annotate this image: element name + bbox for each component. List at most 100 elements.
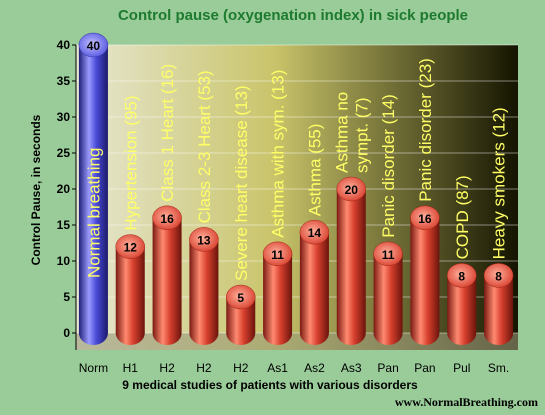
bar-value-label: 16	[418, 212, 432, 226]
bar: 5 Severe heart disease (13)	[226, 85, 256, 345]
y-tick-label: 40	[57, 38, 71, 52]
bar-top	[447, 263, 477, 288]
bar-base	[336, 321, 366, 345]
y-tick-label: 0	[63, 326, 70, 340]
bar-base	[152, 321, 182, 345]
bar-base	[299, 321, 329, 345]
bar-base	[78, 321, 108, 345]
y-tick-label: 10	[57, 254, 71, 268]
bar-category-label: Panic disorder (23)	[416, 58, 435, 202]
bar-top	[336, 176, 366, 202]
plot-floor	[76, 333, 518, 350]
bar-body	[263, 253, 293, 333]
bar-body	[115, 246, 145, 333]
bar-category-label: Panic disorder (14)	[379, 94, 398, 238]
bar: 14 Asthma (55)	[299, 124, 330, 345]
bar-category-label: Class 1 Heart (16)	[158, 64, 177, 202]
bar: 13 Class 2-3 Heart (53)	[189, 70, 219, 345]
y-tick-label: 5	[63, 290, 70, 304]
y-tick-label: 25	[57, 146, 71, 160]
bar: 11 Asthma with sym. (13)	[262, 70, 293, 345]
bar-body	[410, 217, 440, 333]
bar-body	[336, 189, 366, 333]
bar-top	[152, 205, 182, 231]
x-tick-label: H2	[196, 361, 212, 375]
bar-value-label: 5	[237, 291, 244, 305]
x-tick-label: H1	[123, 361, 139, 375]
bar-value-label: 14	[308, 226, 322, 240]
bar-body	[78, 45, 108, 333]
x-tick-label: H2	[159, 361, 175, 375]
bar-base	[410, 321, 440, 345]
bar: 8 Heavy smokers (12)	[483, 107, 514, 345]
bar-category-label: Normal breathing	[84, 148, 103, 278]
bars-group: 40 Normal breathing 12 Hypertension (95) 16 C…	[78, 32, 514, 345]
bar-value-label: 40	[87, 39, 101, 53]
x-tick-label: Norm	[79, 361, 108, 375]
bar-body	[189, 239, 219, 333]
bar: 12 Hypertension (95)	[115, 95, 145, 345]
x-tick-label: As3	[341, 361, 362, 375]
bar: 40 Normal breathing	[78, 32, 109, 345]
bar-value-label: 8	[458, 269, 465, 283]
bar-category-label: Hypertension (95)	[121, 95, 140, 230]
bar: 11 Panic disorder (14)	[373, 94, 403, 345]
bar-value-label: 16	[160, 212, 174, 226]
y-axis-ticks: 0 5 10 15 20 25 30 35 40	[57, 38, 76, 340]
bar-base	[373, 321, 403, 345]
bar-category-label: Asthma nosympt. (7)	[332, 92, 371, 173]
x-tick-label: Pan	[414, 361, 435, 375]
bar-category-label: Class 2-3 Heart (53)	[195, 70, 214, 223]
source-credit: www.NormalBreathing.com	[395, 395, 538, 409]
bar-top	[299, 219, 330, 245]
bar-category-label: Severe heart disease (13)	[232, 85, 251, 281]
bar-top	[226, 284, 256, 310]
bar: 16 Panic disorder (23)	[410, 58, 440, 345]
x-axis-label: 9 medical studies of patients with vario…	[122, 378, 418, 392]
bar-category-label: Asthma (55)	[305, 124, 324, 217]
bar-body	[373, 253, 403, 333]
bar: 20 Asthma nosympt. (7)	[332, 92, 371, 345]
bar-category-label: Heavy smokers (12)	[490, 107, 509, 259]
x-tick-label: Pan	[377, 361, 398, 375]
bar-value-label: 13	[197, 233, 211, 247]
x-tick-label: H2	[233, 361, 249, 375]
y-tick-label: 15	[57, 218, 71, 232]
bar-base	[226, 321, 256, 345]
plot-background	[76, 45, 518, 350]
bar-category-label: Asthma with sym. (13)	[269, 70, 288, 238]
bar-base	[189, 321, 219, 345]
bar-top	[115, 234, 145, 259]
bar-value-label: 12	[124, 241, 138, 255]
gridlines	[76, 44, 518, 334]
x-tick-label: As1	[267, 361, 288, 375]
bar-value-label: 8	[495, 269, 502, 283]
x-axis-ticks: Norm H1 H2 H2 H2 As1 As2 As3 Pan Pan Pul Sm.	[79, 361, 510, 375]
bar-base	[115, 321, 145, 345]
bar: 16 Class 1 Heart (16)	[152, 64, 182, 345]
bar-base	[484, 321, 514, 345]
x-tick-label: Sm.	[488, 361, 509, 375]
bar-top	[78, 32, 109, 58]
x-tick-label: Pul	[453, 361, 470, 375]
y-tick-label: 35	[57, 74, 71, 88]
bar-top	[262, 241, 293, 267]
bar-top	[410, 205, 440, 231]
bar-top	[483, 263, 514, 288]
bar-top	[373, 241, 403, 267]
bar-base	[447, 321, 477, 345]
y-tick-label: 30	[57, 110, 71, 124]
bar-base	[263, 321, 293, 345]
chart-title: Control pause (oxygenation index) in sic…	[118, 7, 468, 24]
bar-top	[189, 227, 219, 252]
bar-category-label: COPD (87)	[453, 175, 472, 259]
bar-value-label: 20	[345, 183, 359, 197]
bar-value-label: 11	[271, 248, 284, 262]
y-axis-label: Control Pause, in seconds	[29, 114, 43, 265]
y-tick-label: 20	[57, 182, 71, 196]
bar-value-label: 11	[382, 248, 395, 262]
bar: 8 COPD (87)	[447, 175, 477, 345]
x-tick-label: As2	[304, 361, 325, 375]
